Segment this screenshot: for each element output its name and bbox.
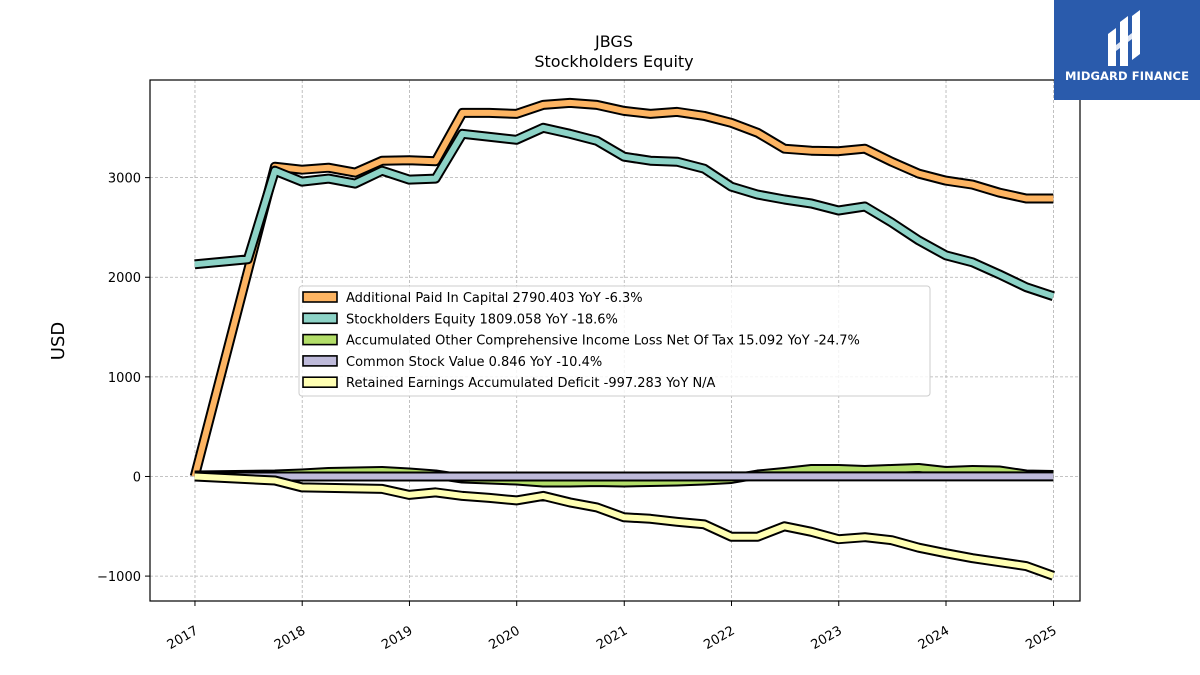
series-line-2 — [194, 465, 1054, 486]
series-line-4 — [194, 473, 1055, 579]
legend-swatch — [302, 355, 338, 367]
chart-title: JBGS — [594, 32, 633, 51]
logo-mark-icon — [1108, 10, 1140, 66]
legend-swatch — [302, 333, 338, 346]
logo-text: MIDGARD FINANCE — [1064, 69, 1190, 83]
series-line-0 — [191, 99, 1054, 478]
y-axis-label: USD — [48, 322, 69, 360]
x-tick-label: 2025 — [1023, 623, 1059, 653]
x-tick-label: 2021 — [594, 623, 630, 653]
legend: Additional Paid In Capital 2790.403 YoY … — [298, 285, 931, 397]
legend-label: Common Stock Value 0.846 YoY -10.4% — [346, 355, 602, 370]
x-tick-label: 2020 — [487, 623, 523, 653]
x-tick-label: 2019 — [379, 623, 415, 653]
midgard-finance-logo: MIDGARD FINANCE — [1054, 0, 1200, 100]
y-tick-label: 1000 — [108, 371, 141, 386]
x-tick-label: 2023 — [809, 623, 845, 653]
y-tick-label: 3000 — [108, 172, 141, 187]
legend-swatch — [302, 376, 338, 389]
legend-label: Additional Paid In Capital 2790.403 YoY … — [346, 291, 643, 306]
plot-frame — [149, 79, 1081, 602]
legend-label: Retained Earnings Accumulated Deficit -9… — [346, 376, 716, 391]
legend-box — [298, 285, 931, 397]
y-tick-label: −1000 — [97, 570, 141, 585]
chart-subtitle: Stockholders Equity — [534, 52, 693, 71]
x-tick-label: 2017 — [165, 623, 201, 653]
legend-swatch — [302, 312, 338, 325]
y-tick-label: 2000 — [108, 271, 141, 286]
y-tick-label: 0 — [133, 470, 141, 485]
x-tick-label: 2022 — [701, 623, 737, 653]
series-line-1 — [194, 124, 1055, 300]
series-layer — [189, 97, 1055, 581]
legend-swatch — [302, 291, 338, 303]
legend-label: Accumulated Other Comprehensive Income L… — [346, 334, 860, 349]
legend-label: Stockholders Equity 1809.058 YoY -18.6% — [346, 312, 618, 327]
x-tick-label: 2024 — [916, 623, 952, 653]
x-tick-label: 2018 — [272, 623, 308, 653]
